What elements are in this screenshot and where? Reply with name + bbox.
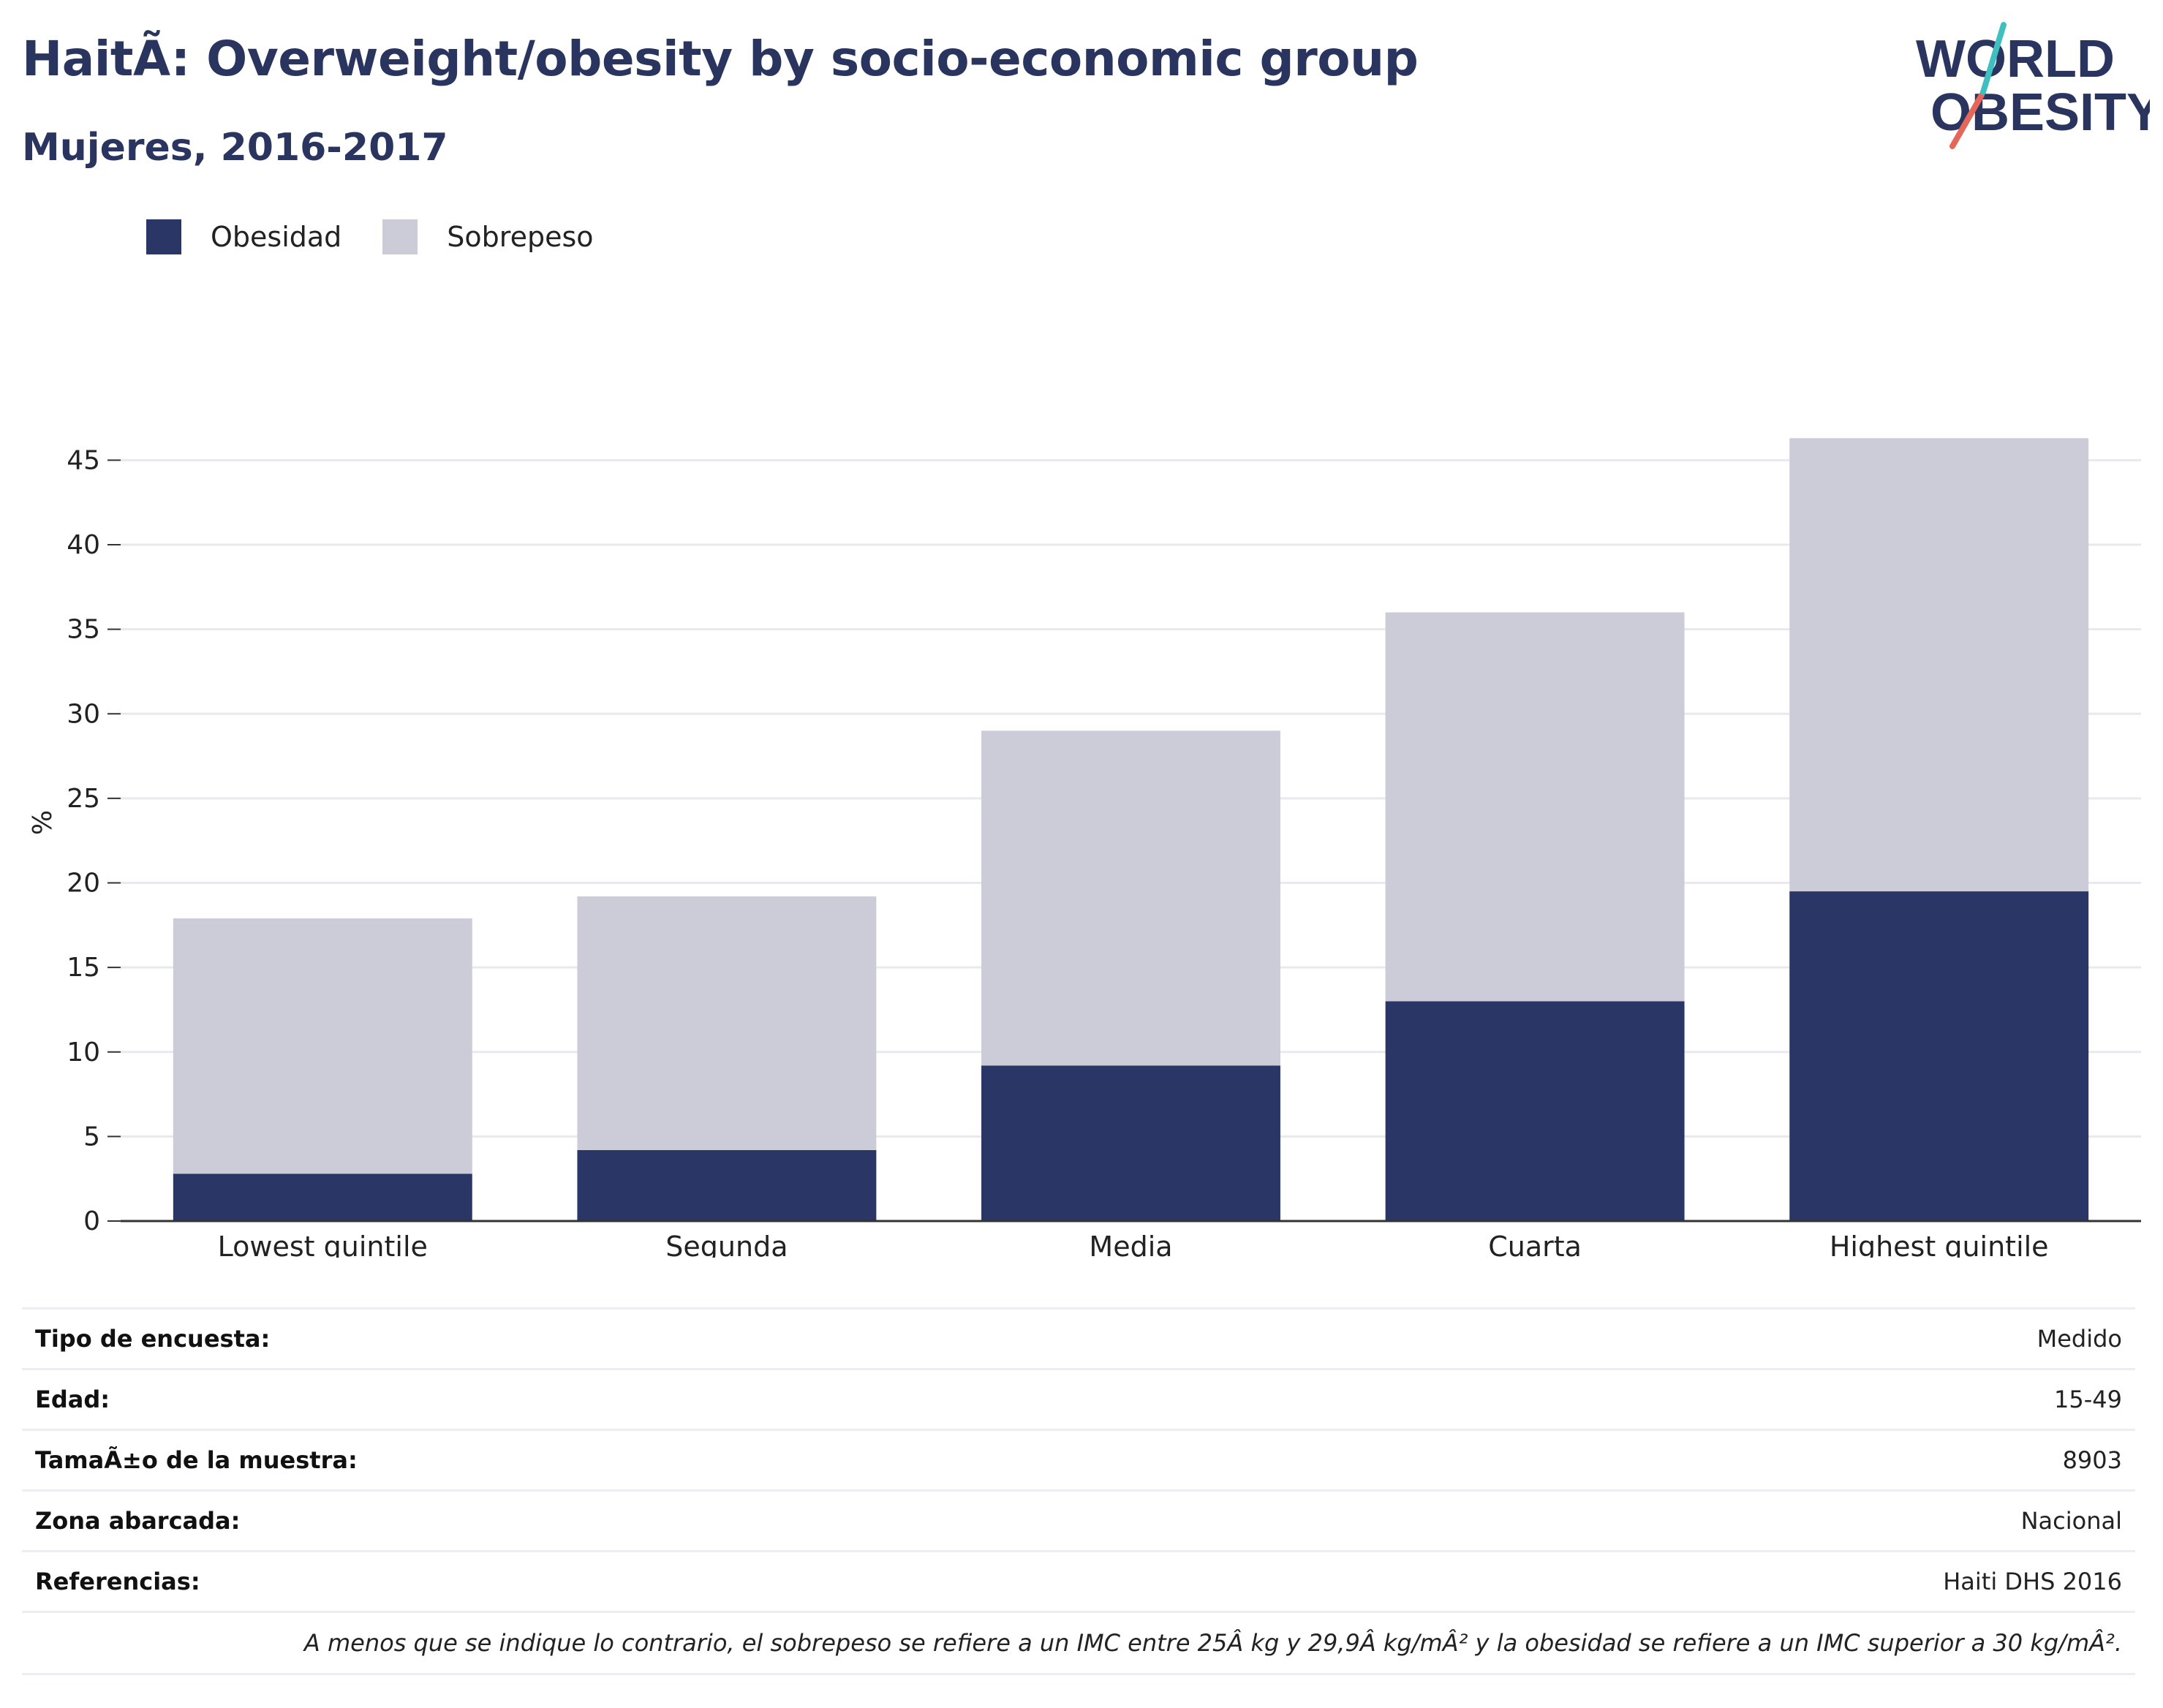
info-row-area: Zona abarcada: Nacional [22,1489,2135,1550]
info-label: Zona abarcada: [35,1507,241,1535]
stacked-bar-chart: 0 5 10 15 20 25 30 35 40 45% Lowest quintile Segund… [28,438,2141,1258]
y-tick-label: 45 [67,445,100,475]
bar-sobrepeso-2[interactable] [981,730,1280,1066]
info-label: Edad: [35,1386,110,1413]
survey-info-table: Tipo de encuesta: Medido Edad: 15-49 Tam… [22,1307,2135,1675]
info-label: Referencias: [35,1568,200,1595]
y-tick-label: 5 [83,1122,100,1152]
info-label: TamaÃ±o de la muestra: [35,1446,358,1474]
info-value: 15-49 [2054,1386,2122,1413]
x-tick-label: Highest quintile [1830,1231,2049,1258]
bar-sobrepeso-3[interactable] [1385,612,1685,1002]
x-tick-label: Cuarta [1488,1231,1582,1258]
y-tick-label: 35 [67,615,100,645]
bar-obesidad-0[interactable] [173,1174,472,1221]
legend-label-obesidad: Obesidad [211,221,342,253]
info-row-age: Edad: 15-49 [22,1368,2135,1429]
y-tick-label: 10 [67,1038,100,1068]
info-value: Medido [2036,1325,2122,1353]
info-row-references: Referencias: Haiti DHS 2016 [22,1550,2135,1611]
info-value: 8903 [2062,1446,2122,1474]
y-tick-label: 20 [67,869,100,899]
y-axis-label: % [28,810,58,835]
info-value: Haiti DHS 2016 [1943,1568,2122,1595]
bar-obesidad-2[interactable] [981,1065,1280,1221]
info-row-survey-type: Tipo de encuesta: Medido [22,1307,2135,1368]
legend-item-obesidad[interactable]: Obesidad [146,219,341,254]
world-obesity-logo: WORLD OBESITY [1901,22,2162,154]
y-tick-label: 40 [67,530,100,560]
legend-label-sobrepeso: Sobrepeso [447,221,594,253]
x-tick-label: Media [1089,1231,1172,1258]
bar-sobrepeso-4[interactable] [1789,438,2089,892]
bar-obesidad-3[interactable] [1385,1001,1685,1221]
bar-sobrepeso-0[interactable] [173,918,472,1174]
y-tick-label: 0 [83,1206,100,1236]
y-tick-label: 30 [67,699,100,729]
info-row-sample-size: TamaÃ±o de la muestra: 8903 [22,1429,2135,1489]
logo-text-line2: OBESITY [1930,83,2150,142]
y-tick-label: 25 [67,784,100,814]
bar-obesidad-4[interactable] [1789,891,2089,1221]
bar-obesidad-1[interactable] [577,1149,877,1221]
legend-swatch-sobrepeso [382,219,418,254]
y-tick-label: 15 [67,953,100,983]
logo-text-line1: WORLD [1916,30,2115,88]
info-label: Tipo de encuesta: [35,1325,271,1353]
bar-sobrepeso-1[interactable] [577,896,877,1150]
legend-item-sobrepeso[interactable]: Sobrepeso [382,219,594,254]
chart-subtitle: Mujeres, 2016-2017 [22,126,448,170]
x-tick-label: Lowest quintile [218,1231,428,1258]
chart-title: HaitÃ: Overweight/obesity by socio-econo… [22,31,1419,87]
definition-note: A menos que se indique lo contrario, el … [22,1611,2135,1675]
x-tick-label: Segunda [665,1231,788,1258]
legend-swatch-obesidad [146,219,181,254]
legend: Obesidad Sobrepeso [146,219,635,254]
info-value: Nacional [2020,1507,2122,1535]
